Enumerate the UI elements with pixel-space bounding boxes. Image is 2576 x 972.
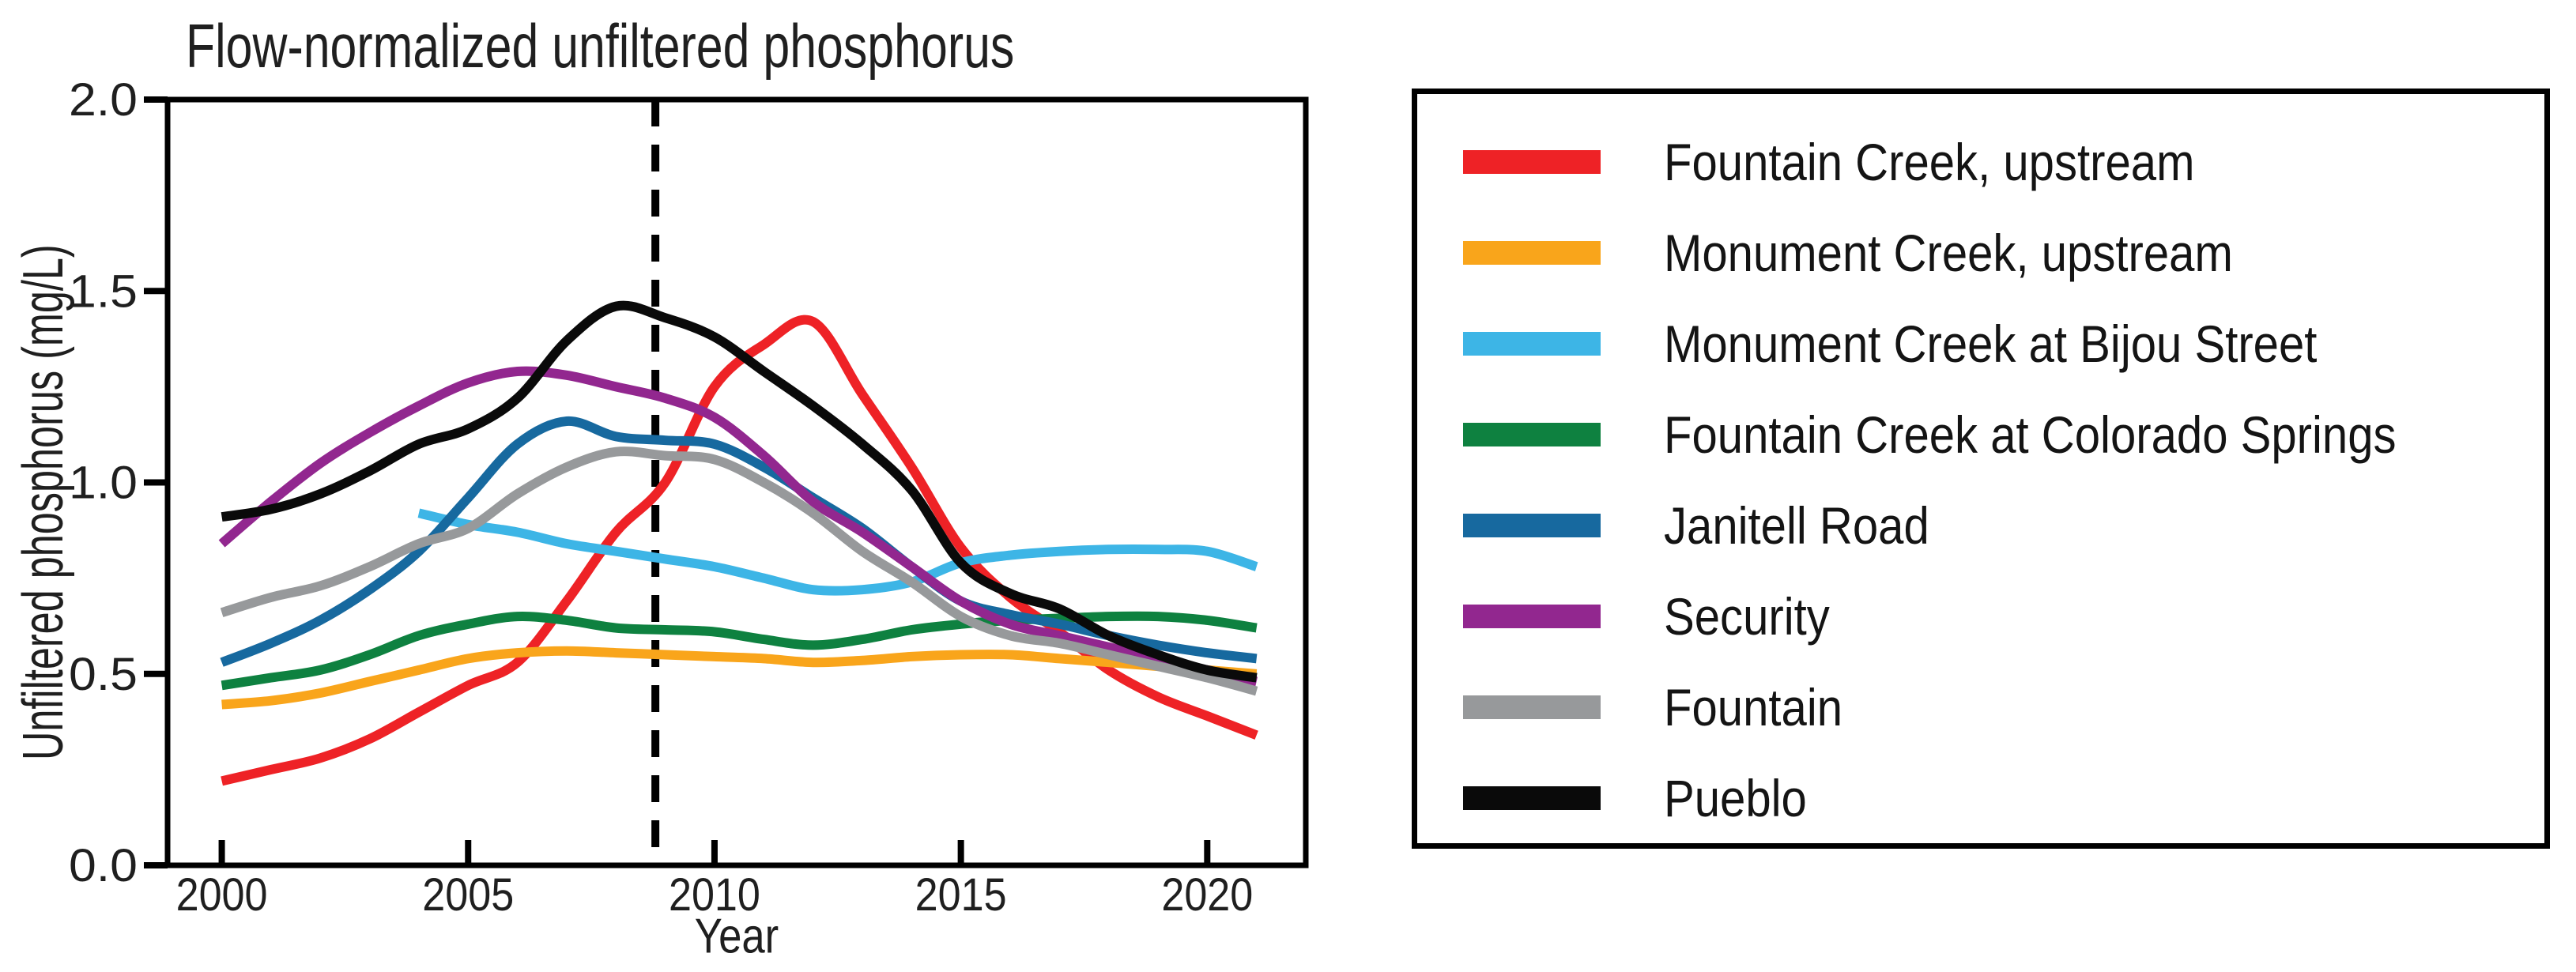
line-pueblo xyxy=(221,300,1258,683)
line-janitell-road xyxy=(220,416,1258,667)
legend-row-pueblo: Pueblo xyxy=(1417,767,2544,830)
legend-label: Monument Creek at Bijou Street xyxy=(1664,315,2318,373)
legend-swatch-pueblo xyxy=(1463,786,1601,810)
legend-label: Pueblo xyxy=(1664,769,1807,827)
chart-title: Flow-normalized unfiltered phosphorus xyxy=(186,11,1015,81)
legend-label: Fountain Creek, upstream xyxy=(1664,133,2195,191)
x-tick-label: 2020 xyxy=(1161,869,1253,921)
line-fountain xyxy=(220,446,1258,696)
y-tick-label: 2.0 xyxy=(69,74,138,126)
legend-swatch-fountain-creek-upstream xyxy=(1463,150,1601,174)
x-axis-label: Year xyxy=(694,909,779,964)
legend-label: Security xyxy=(1664,587,1830,646)
y-tick-label: 1.0 xyxy=(69,458,138,509)
x-tick-label: 2015 xyxy=(915,869,1007,921)
legend-row-janitell-road: Janitell Road xyxy=(1417,494,2544,557)
legend-swatch-fountain-creek-at-colorado-springs xyxy=(1463,423,1601,446)
legend-swatch-fountain xyxy=(1463,695,1601,719)
legend-row-monument-creek-at-bijou-street: Monument Creek at Bijou Street xyxy=(1417,312,2544,375)
x-tick-label: 2005 xyxy=(422,869,514,921)
legend-swatch-security xyxy=(1463,605,1601,628)
y-tick-label: 1.5 xyxy=(69,266,138,317)
plot-area: 2000 2005 2010 2015 2020 0.0 0.5 1.0 1.5 2.0 xyxy=(69,74,1309,921)
legend: Fountain Creek, upstream Monument Creek, … xyxy=(1412,89,2550,849)
legend-swatch-monument-creek-upstream xyxy=(1463,241,1601,265)
line-monument-creek-upstream xyxy=(221,646,1258,710)
line-security xyxy=(218,366,1258,687)
legend-label: Janitell Road xyxy=(1664,496,1929,555)
x-tick-label: 2010 xyxy=(669,869,760,921)
legend-label: Monument Creek, upstream xyxy=(1664,224,2233,282)
y-tick-label: 0.0 xyxy=(69,840,138,891)
legend-swatch-monument-creek-at-bijou-street xyxy=(1463,332,1601,356)
x-tick-label: 2000 xyxy=(176,869,268,921)
line-monument-creek-at-bijou-street xyxy=(417,508,1258,596)
legend-label: Fountain xyxy=(1664,678,1843,737)
legend-label: Fountain Creek at Colorado Springs xyxy=(1664,405,2397,464)
legend-row-monument-creek-upstream: Monument Creek, upstream xyxy=(1417,221,2544,284)
y-tick-label: 0.5 xyxy=(69,649,138,700)
legend-row-fountain: Fountain xyxy=(1417,676,2544,739)
legend-row-fountain-creek-upstream: Fountain Creek, upstream xyxy=(1417,130,2544,194)
legend-row-fountain-creek-at-colorado-springs: Fountain Creek at Colorado Springs xyxy=(1417,403,2544,466)
legend-swatch-janitell-road xyxy=(1463,514,1601,537)
legend-row-security: Security xyxy=(1417,585,2544,648)
